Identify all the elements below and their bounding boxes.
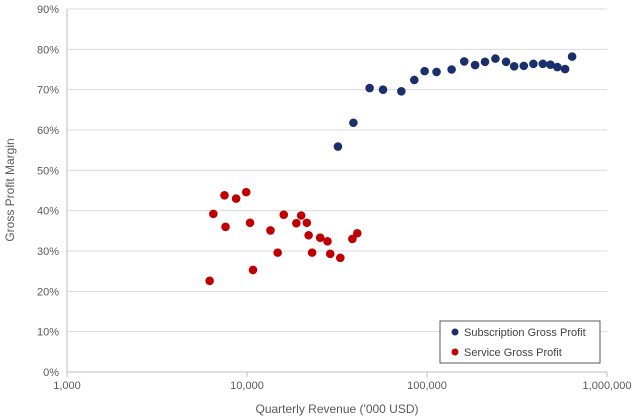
y-tick-label: 40%	[37, 206, 59, 218]
subscription-point	[546, 60, 555, 69]
x-tick-label: 10,000	[230, 380, 264, 392]
y-axis-title: Gross Profit Margin	[3, 138, 17, 241]
axes	[66, 9, 608, 377]
subscription-point	[447, 65, 456, 74]
service-point	[315, 233, 325, 242]
service-point	[302, 218, 312, 228]
y-tick-label: 90%	[37, 4, 59, 16]
subscription-point	[432, 67, 441, 77]
subscription-point	[349, 118, 358, 128]
x-axis-title: Quarterly Revenue ('000 USD)	[255, 402, 418, 416]
subscription-point	[333, 142, 343, 151]
service-point	[279, 210, 289, 219]
y-tick-label: 10%	[37, 327, 59, 339]
data-points	[205, 52, 577, 286]
y-tick-label: 0%	[43, 367, 59, 379]
service-point	[353, 228, 362, 238]
service-point	[323, 237, 332, 246]
subscription-point	[420, 66, 429, 76]
service-point	[348, 234, 357, 244]
y-tick-label: 70%	[37, 85, 59, 97]
grid-lines	[67, 8, 607, 333]
service-point	[304, 230, 313, 240]
subscription-point	[567, 52, 577, 61]
legend-marker-subscription	[451, 328, 459, 336]
subscription-point	[553, 62, 562, 72]
legend: Subscription Gross Profit Service Gross …	[439, 320, 601, 364]
subscription-point	[529, 59, 538, 69]
y-tick-label: 30%	[37, 246, 59, 258]
y-tick-label: 80%	[37, 44, 59, 56]
subscription-point	[378, 85, 388, 94]
service-point	[292, 218, 301, 228]
service-point	[205, 276, 214, 286]
x-tick-label: 100,000	[407, 380, 447, 392]
y-tick-labels: 0% 10% 20% 30% 40% 50% 60% 70% 80% 90%	[37, 4, 59, 379]
legend-label-subscription: Subscription Gross Profit	[464, 327, 586, 339]
subscription-point	[365, 83, 374, 93]
subscription-point	[409, 75, 419, 85]
x-tick-label: 1,000	[53, 380, 81, 392]
service-point	[273, 248, 282, 257]
service-point	[296, 211, 306, 220]
x-tick-labels: 1,000 10,000 100,000 1,000,000	[53, 380, 631, 392]
legend-label-service: Service Gross Profit	[464, 347, 562, 359]
service-point	[325, 249, 335, 259]
service-point	[241, 187, 251, 197]
legend-box	[439, 320, 601, 364]
service-point	[209, 209, 218, 219]
subscription-point	[538, 59, 548, 69]
subscription-point	[491, 54, 500, 63]
legend-marker-service	[451, 348, 459, 356]
service-point	[220, 191, 229, 200]
subscription-point	[397, 86, 406, 96]
subscription-point	[459, 57, 469, 66]
service-point	[248, 265, 258, 275]
x-tick-label: 1,000,000	[583, 380, 632, 392]
y-tick-label: 60%	[37, 125, 59, 137]
subscription-point	[501, 57, 511, 67]
subscription-point	[519, 61, 529, 71]
y-tick-label: 50%	[37, 165, 59, 177]
service-point	[307, 248, 317, 257]
subscription-point	[509, 61, 519, 71]
service-point	[336, 253, 345, 263]
service-point	[266, 226, 275, 235]
service-point	[231, 194, 241, 203]
subscription-point	[560, 64, 570, 74]
subscription-point	[480, 57, 490, 67]
subscription-point	[470, 60, 480, 70]
y-tick-label: 20%	[37, 286, 59, 298]
service-point	[245, 218, 255, 228]
service-point	[221, 222, 230, 232]
